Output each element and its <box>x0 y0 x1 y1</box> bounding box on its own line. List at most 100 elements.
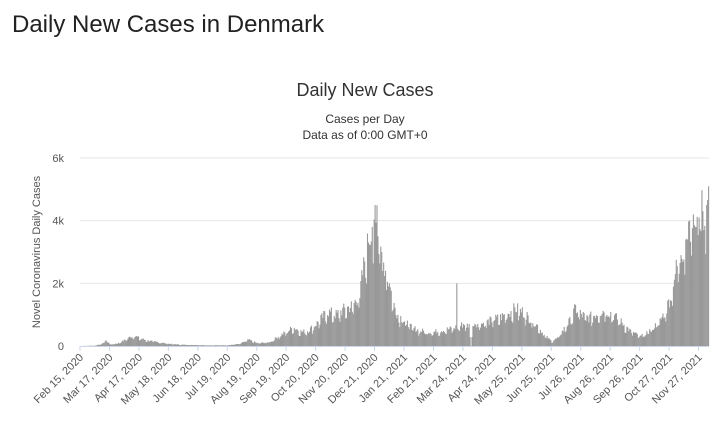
bar <box>643 336 645 346</box>
bar <box>559 335 561 346</box>
bar <box>309 327 312 346</box>
bar <box>363 257 365 346</box>
chart-data-date: Data as of 0:00 GMT+0 <box>302 128 427 142</box>
bar <box>307 331 309 346</box>
bar <box>390 290 392 346</box>
bar <box>539 329 541 346</box>
bar <box>345 318 347 346</box>
bar <box>365 277 367 346</box>
bar <box>95 345 97 346</box>
bar <box>260 342 262 346</box>
bar <box>479 330 481 346</box>
bar <box>687 239 689 346</box>
bar <box>224 345 226 346</box>
bar <box>217 345 219 346</box>
bar <box>379 263 381 346</box>
bar <box>481 323 484 346</box>
bar <box>353 303 355 346</box>
bar <box>575 304 577 346</box>
bar <box>176 344 179 346</box>
bar <box>322 317 324 346</box>
bar <box>416 330 418 346</box>
bar <box>234 344 236 346</box>
bar <box>370 241 372 346</box>
bar <box>450 327 452 346</box>
bar <box>204 345 206 346</box>
bar <box>211 345 213 346</box>
bar <box>482 322 484 346</box>
bar <box>587 316 589 346</box>
bar <box>589 314 591 346</box>
bar <box>585 321 587 346</box>
bar <box>175 344 178 346</box>
bar <box>114 344 116 346</box>
bar <box>424 334 427 346</box>
bar <box>274 337 276 346</box>
bar <box>113 344 115 346</box>
bar <box>115 343 117 346</box>
bar <box>146 342 148 346</box>
bar <box>682 262 684 346</box>
bar <box>366 233 369 346</box>
bar <box>400 316 402 346</box>
bar <box>261 342 263 346</box>
bar <box>670 300 672 346</box>
bar <box>273 340 275 346</box>
bar <box>461 322 463 346</box>
bar <box>667 300 669 346</box>
bar <box>646 331 648 346</box>
bar <box>471 336 473 346</box>
bar <box>612 321 614 346</box>
bar <box>502 314 504 346</box>
bar <box>573 308 575 346</box>
bar <box>492 327 494 346</box>
bar <box>350 301 352 346</box>
bar <box>203 345 205 346</box>
bar <box>319 324 321 346</box>
bar <box>454 329 456 346</box>
bar <box>195 345 198 346</box>
bar <box>561 330 563 346</box>
bar <box>159 343 161 346</box>
bar <box>483 326 485 346</box>
bar <box>636 334 638 346</box>
bar <box>535 326 537 346</box>
bar <box>160 342 162 346</box>
bar <box>284 332 286 346</box>
bar <box>128 336 130 346</box>
bar <box>227 345 229 346</box>
bar <box>531 327 533 346</box>
bar <box>306 335 308 346</box>
bar <box>534 326 536 346</box>
bar <box>505 319 507 346</box>
bar <box>563 326 565 346</box>
bar <box>600 315 602 346</box>
bar <box>243 342 245 346</box>
bar <box>597 322 599 346</box>
bar <box>235 343 237 346</box>
y-tick-label: 4k <box>52 216 64 228</box>
bar <box>403 321 405 346</box>
bar <box>621 322 623 346</box>
bar <box>286 333 288 346</box>
bar <box>382 271 384 346</box>
bar <box>517 303 519 346</box>
bar <box>464 330 466 346</box>
bar <box>323 310 325 346</box>
bar <box>569 316 571 346</box>
bar <box>446 327 448 346</box>
bar <box>441 331 443 346</box>
chart-title: Daily New Cases <box>296 80 433 100</box>
bar <box>209 345 211 346</box>
bar <box>395 315 397 346</box>
bar <box>136 336 138 346</box>
bar <box>620 318 622 346</box>
bar <box>497 314 499 346</box>
bar <box>292 333 294 346</box>
bar <box>332 322 334 346</box>
bar <box>194 345 197 346</box>
bar <box>109 344 111 346</box>
bar <box>645 334 647 346</box>
bar <box>364 261 366 346</box>
